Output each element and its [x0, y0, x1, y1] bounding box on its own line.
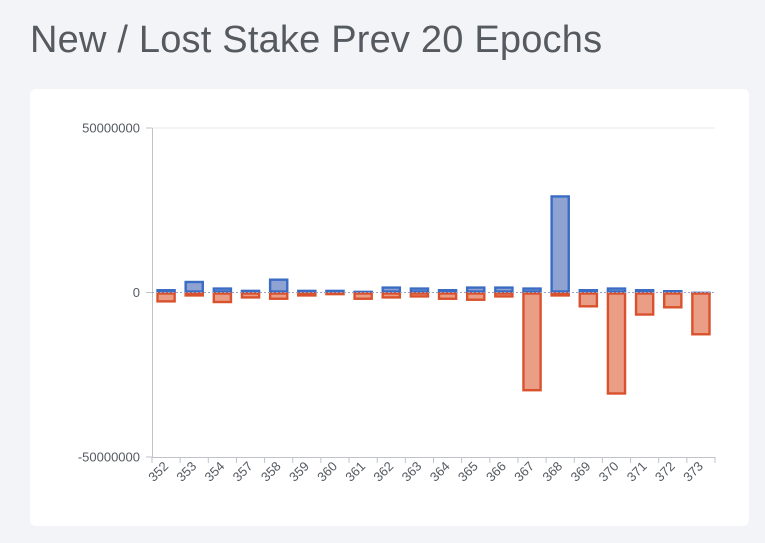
- bar-new-stake-371[interactable]: [634, 289, 655, 293]
- bar-new-stake-366[interactable]: [494, 286, 514, 293]
- bar-lost-stake-360[interactable]: [325, 292, 345, 296]
- bar-new-stake-352[interactable]: [156, 289, 176, 293]
- bar-new-stake-360[interactable]: [325, 289, 345, 293]
- x-tick-label: 360: [314, 459, 340, 485]
- x-tick-label: 369: [567, 459, 593, 485]
- x-tick-label: 354: [202, 459, 228, 485]
- y-tick-label: 50000000: [82, 121, 140, 136]
- bar-lost-stake-357[interactable]: [240, 292, 261, 299]
- bar-new-stake-354[interactable]: [212, 287, 233, 293]
- bar-lost-stake-373[interactable]: [691, 292, 711, 336]
- bar-new-stake-368[interactable]: [550, 195, 570, 293]
- bar-lost-stake-362[interactable]: [381, 292, 402, 299]
- bar-lost-stake-363[interactable]: [409, 292, 430, 298]
- bar-lost-stake-367[interactable]: [522, 292, 542, 392]
- bar-new-stake-372[interactable]: [663, 289, 683, 293]
- x-tick-label: 363: [399, 459, 425, 485]
- bar-lost-stake-361[interactable]: [353, 292, 373, 300]
- page-title: New / Lost Stake Prev 20 Epochs: [30, 19, 603, 61]
- bar-lost-stake-354[interactable]: [212, 292, 233, 304]
- x-tick-label: 358: [258, 459, 284, 485]
- x-tick-label: 366: [483, 459, 509, 485]
- bar-lost-stake-358[interactable]: [268, 292, 289, 300]
- bar-lost-stake-353[interactable]: [184, 292, 204, 297]
- bar-new-stake-365[interactable]: [465, 286, 486, 293]
- bar-new-stake-362[interactable]: [381, 286, 402, 293]
- bar-lost-stake-372[interactable]: [663, 292, 683, 309]
- x-tick-label: 361: [342, 459, 368, 485]
- x-tick-label: 367: [511, 459, 537, 485]
- axis-layer: [152, 128, 715, 458]
- x-tick-label: 372: [652, 459, 678, 485]
- bar-new-stake-363[interactable]: [409, 287, 430, 293]
- x-tick-label: 373: [680, 459, 706, 485]
- x-tick-label: 352: [145, 459, 171, 485]
- bars-layer: [156, 195, 711, 395]
- bar-lost-stake-366[interactable]: [494, 292, 514, 298]
- y-tick-label: 0: [133, 285, 140, 300]
- y-tick-label: -50000000: [78, 450, 140, 465]
- bar-new-stake-359[interactable]: [297, 289, 317, 293]
- bar-lost-stake-370[interactable]: [606, 292, 627, 395]
- bar-lost-stake-365[interactable]: [465, 292, 486, 301]
- x-tick-label: 365: [455, 459, 481, 485]
- bar-new-stake-367[interactable]: [522, 287, 542, 293]
- x-tick-label: 353: [173, 459, 199, 485]
- bar-lost-stake-368[interactable]: [550, 292, 570, 297]
- bar-lost-stake-352[interactable]: [156, 292, 176, 303]
- x-tick-label: 370: [596, 459, 622, 485]
- bar-lost-stake-369[interactable]: [578, 292, 599, 308]
- bar-lost-stake-364[interactable]: [437, 292, 458, 300]
- y-tick-labels: 50000000 0 -50000000: [78, 121, 152, 465]
- x-tick-label: 359: [286, 459, 312, 485]
- bar-new-stake-353[interactable]: [184, 280, 204, 293]
- bar-new-stake-358[interactable]: [268, 278, 289, 293]
- x-tick-label: 364: [427, 459, 453, 485]
- bar-lost-stake-359[interactable]: [297, 292, 317, 297]
- chart-card: 50000000 0 -50000000 352 353 354 357 358 359 360…: [30, 89, 749, 526]
- bar-new-stake-370[interactable]: [606, 287, 627, 293]
- x-tick-label: 357: [230, 459, 256, 485]
- x-tick-label: 368: [539, 459, 565, 485]
- x-tick-label: 371: [624, 459, 650, 485]
- bar-new-stake-364[interactable]: [437, 289, 458, 293]
- stake-bar-chart: 50000000 0 -50000000 352 353 354 357 358 359 360…: [78, 121, 716, 485]
- bar-new-stake-369[interactable]: [578, 289, 599, 293]
- bar-lost-stake-371[interactable]: [634, 292, 655, 316]
- x-tick-labels: 352 353 354 357 358 359 360 361 362 363 364 365 366 3…: [145, 457, 716, 485]
- x-tick-label: 362: [370, 459, 396, 485]
- bar-new-stake-357[interactable]: [240, 289, 261, 293]
